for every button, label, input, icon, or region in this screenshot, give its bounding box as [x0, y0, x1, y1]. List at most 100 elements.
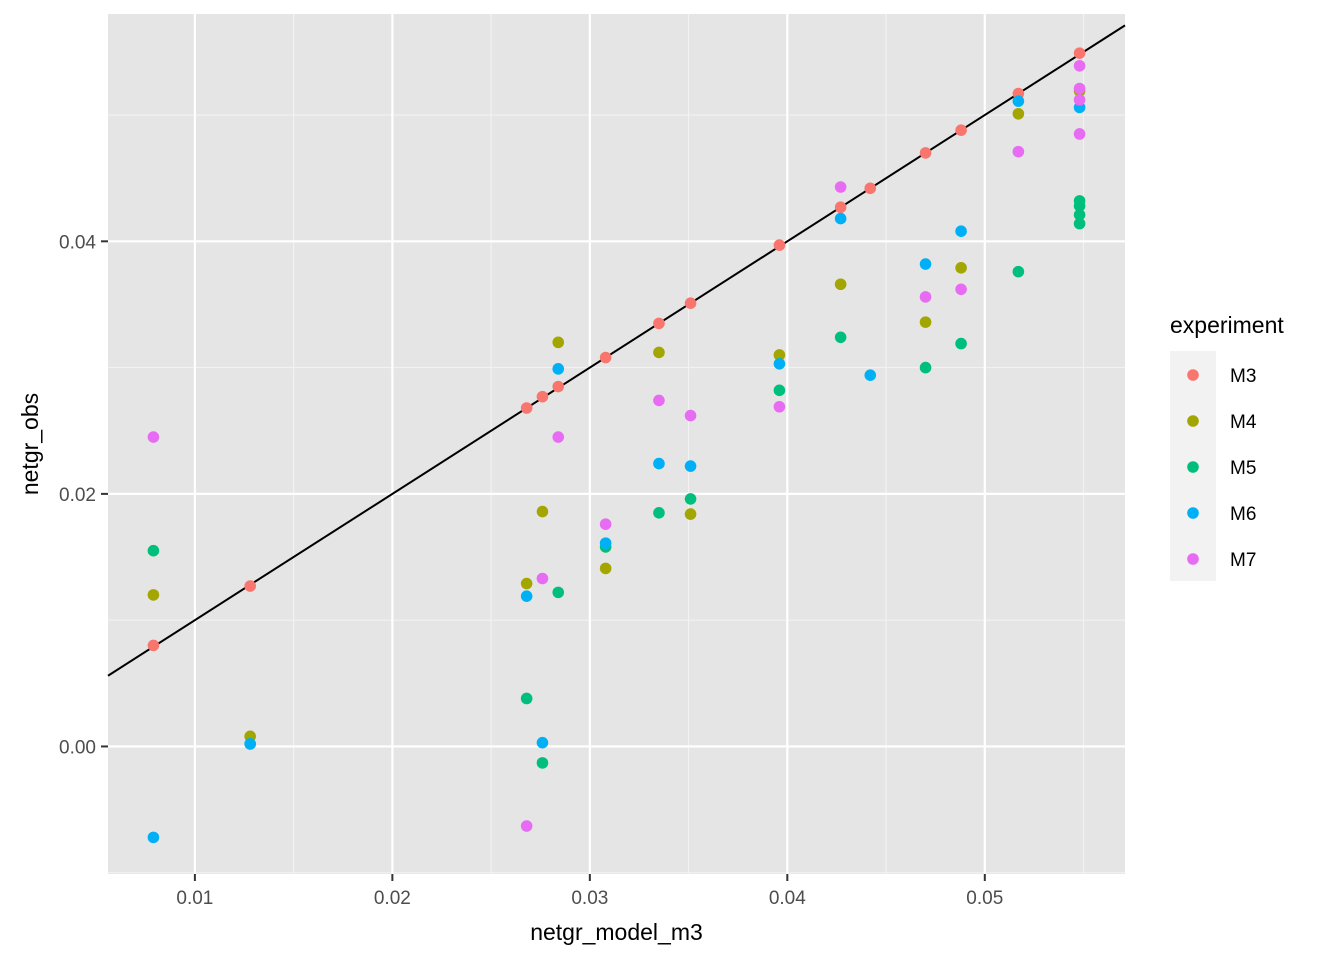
legend-label-m5: M5: [1230, 458, 1256, 479]
y-tick-label: 0.00: [59, 737, 96, 758]
data-point-m6: [520, 590, 533, 602]
y-tick-label: 0.02: [59, 485, 96, 506]
data-point-m4: [653, 346, 665, 359]
data-point-m4: [147, 589, 160, 601]
data-point-m7: [552, 431, 565, 443]
data-point-m6: [1012, 95, 1025, 107]
data-point-m4: [552, 336, 565, 349]
data-point-m6: [684, 460, 697, 472]
data-point-m6: [552, 363, 565, 375]
x-tick-label: 0.01: [176, 888, 213, 909]
data-point-m4: [955, 262, 967, 274]
legend-key-m7: [1187, 553, 1199, 565]
data-point-m5: [1073, 208, 1086, 221]
data-point-m7: [1073, 59, 1086, 72]
x-tick-label: 0.05: [966, 888, 1003, 909]
data-point-m7: [955, 283, 967, 296]
data-point-m6: [147, 831, 160, 844]
data-point-m5: [684, 493, 697, 505]
y-tick-label: 0.04: [59, 232, 96, 253]
x-axis-title: netgr_model_m3: [530, 919, 703, 945]
data-point-m7: [1073, 82, 1086, 95]
data-point-m7: [599, 518, 612, 530]
data-point-m3: [520, 402, 533, 414]
data-point-m4: [536, 505, 549, 518]
data-point-m3: [919, 147, 932, 159]
data-points: [147, 47, 1086, 844]
data-point-m5: [536, 757, 549, 769]
data-point-m5: [1012, 265, 1025, 278]
data-point-m6: [919, 258, 932, 270]
identity-reference-line: [107, 24, 1126, 677]
data-point-m7: [919, 291, 932, 303]
data-point-m7: [1012, 145, 1025, 158]
data-point-m4: [520, 577, 533, 590]
data-point-m5: [147, 544, 160, 557]
legend-key-m6: [1187, 507, 1199, 519]
data-point-m6: [773, 358, 786, 370]
legend-label-m7: M7: [1230, 550, 1256, 571]
legend-label-m4: M4: [1230, 412, 1257, 433]
data-point-m7: [1073, 94, 1086, 106]
grid-major: [108, 14, 1125, 874]
data-point-m3: [244, 580, 256, 592]
data-point-m5: [520, 692, 533, 705]
x-tick-label: 0.03: [571, 888, 608, 909]
data-point-m6: [955, 225, 967, 238]
legend: experiment M3 M4 M5 M6 M7: [1170, 312, 1284, 581]
data-point-m5: [773, 384, 786, 397]
legend-title: experiment: [1170, 312, 1284, 338]
data-point-m6: [244, 738, 256, 750]
legend-key-m5: [1187, 461, 1199, 473]
data-point-m7: [684, 409, 697, 422]
data-point-m6: [536, 736, 549, 749]
data-point-m4: [773, 349, 786, 361]
data-point-m5: [834, 331, 847, 344]
data-point-m6: [653, 457, 665, 470]
data-point-m5: [1073, 200, 1086, 212]
data-point-m3: [773, 239, 786, 251]
data-point-m6: [864, 369, 877, 381]
x-tick-label: 0.02: [374, 888, 411, 909]
data-point-m3: [864, 182, 877, 195]
data-point-m3: [1073, 47, 1086, 59]
y-axis-title: netgr_obs: [17, 393, 43, 495]
data-point-m6: [834, 212, 847, 225]
legend-label-m6: M6: [1230, 504, 1256, 525]
data-point-m4: [599, 562, 612, 575]
data-point-m7: [147, 431, 160, 443]
data-point-m5: [1073, 217, 1086, 230]
data-point-m5: [653, 507, 665, 519]
data-point-m3: [147, 639, 160, 652]
data-point-m4: [834, 278, 847, 291]
data-point-m3: [653, 317, 665, 330]
data-point-m3: [599, 351, 612, 364]
data-point-m7: [653, 394, 665, 407]
x-tick-label: 0.04: [769, 888, 806, 909]
data-point-m7: [1073, 128, 1086, 140]
data-point-m4: [1012, 107, 1025, 120]
data-point-m3: [536, 390, 549, 403]
data-point-m6: [599, 537, 612, 549]
panel-background: [108, 14, 1125, 874]
data-point-m5: [955, 337, 967, 350]
data-point-m7: [536, 572, 549, 585]
data-point-m4: [684, 508, 697, 520]
data-point-m7: [834, 181, 847, 193]
data-point-m3: [684, 297, 697, 309]
legend-key-m4: [1187, 415, 1199, 427]
legend-key-m3: [1187, 369, 1199, 381]
data-point-m5: [919, 361, 932, 374]
legend-items: M3 M4 M5 M6 M7: [1187, 366, 1257, 571]
x-axis-ticks: 0.01 0.02 0.03 0.04 0.05: [176, 874, 1003, 909]
legend-label-m3: M3: [1230, 366, 1256, 387]
data-point-m7: [520, 820, 533, 832]
data-point-m4: [919, 316, 932, 328]
grid-minor: [108, 14, 1125, 874]
data-point-m3: [552, 380, 565, 393]
y-axis-ticks: 0.00 0.02 0.04: [59, 232, 108, 758]
data-point-m3: [955, 124, 967, 136]
data-point-m3: [834, 201, 847, 214]
data-point-m7: [773, 400, 786, 413]
